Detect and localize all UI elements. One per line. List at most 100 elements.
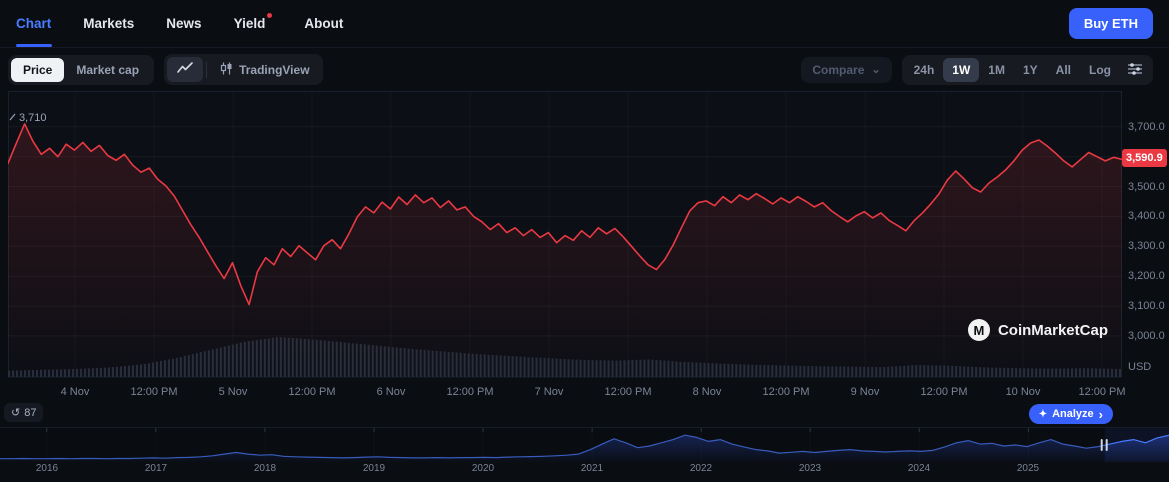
chevron-down-icon: ⌄	[871, 63, 881, 76]
tradingview-button[interactable]: TradingView	[210, 58, 319, 82]
price-chart-section: 3,710 M CoinMarketCap 3,700.03,600.03,50…	[0, 91, 1169, 403]
y-axis-tick-label: 3,200.0	[1128, 270, 1165, 282]
period-high-label: 3,710	[9, 112, 47, 124]
analyze-button[interactable]: ✦ Analyze ›	[1028, 404, 1113, 424]
navigator-year-label: 2021	[580, 463, 604, 474]
tab-about-label: About	[304, 16, 344, 31]
y-axis-tick-label: 3,100.0	[1128, 300, 1165, 312]
navigator-year-axis: 2016 2017 2018 2019 2020 2021 2022 2023 2024 2025	[0, 462, 1169, 478]
x-axis-tick-label: 4 Nov	[60, 386, 90, 398]
price-area-fill	[8, 123, 1122, 378]
history-icon: ↺	[11, 407, 21, 419]
y-axis-tick-label: 3,400.0	[1128, 210, 1165, 222]
price-toggle-button[interactable]: Price	[11, 57, 65, 82]
x-axis-tick-label: 6 Nov	[376, 386, 406, 398]
range-24h-button[interactable]: 24h	[905, 58, 944, 82]
x-axis-tick-label: 10 Nov	[1005, 386, 1041, 398]
coinmarketcap-watermark: M CoinMarketCap	[967, 319, 1108, 341]
tab-chart-label: Chart	[16, 16, 52, 31]
x-axis-tick-label: 12:00 PM	[288, 386, 336, 398]
y-axis-tick-label: 3,700.0	[1128, 121, 1165, 133]
active-tab-underline	[15, 44, 52, 47]
metric-toggle-group: Price Market cap	[8, 54, 155, 85]
price-chart-plot[interactable]: 3,710 M CoinMarketCap	[8, 91, 1122, 381]
y-axis-tick-label: 3,000.0	[1128, 330, 1165, 342]
x-axis-tick-label: 7 Nov	[534, 386, 564, 398]
x-axis-tick-label: 12:00 PM	[920, 386, 968, 398]
range-all-button[interactable]: All	[1047, 58, 1080, 82]
compare-button[interactable]: Compare ⌄	[801, 56, 892, 83]
history-count-badge[interactable]: ↺ 87	[4, 403, 44, 422]
price-line-series	[8, 123, 1122, 306]
x-axis-tick-label: 12:00 PM	[604, 386, 652, 398]
ai-sparkle-icon: ✦	[1038, 408, 1048, 420]
tradingview-label: TradingView	[239, 62, 310, 77]
analyze-label: Analyze	[1052, 408, 1094, 420]
high-tick-icon	[9, 112, 16, 124]
high-value-text: 3,710	[19, 112, 47, 124]
navigator-year-label: 2016	[35, 463, 59, 474]
navigator-year-label: 2017	[144, 463, 168, 474]
chart-type-toggle-group: TradingView	[164, 54, 323, 85]
chevron-right-icon: ›	[1098, 406, 1103, 422]
tab-news[interactable]: News	[166, 0, 201, 47]
navigator-dim-overlay	[0, 428, 1105, 462]
coin-nav-tabs: Chart Markets News Yield About	[15, 0, 343, 47]
time-range-group: 24h 1W 1M 1Y All Log	[901, 54, 1153, 85]
navigator-selected-window[interactable]	[1104, 428, 1169, 462]
range-1w-button[interactable]: 1W	[943, 57, 980, 82]
toolbar-divider	[206, 61, 208, 78]
navigator-canvas[interactable]	[0, 428, 1169, 462]
navigator-year-label: 2025	[1016, 463, 1040, 474]
navigator-year-label: 2024	[907, 463, 931, 474]
tab-yield-label: Yield	[233, 16, 266, 31]
navigator-year-label: 2023	[798, 463, 822, 474]
history-count-text: 87	[24, 406, 37, 419]
x-axis-tick-label: 12:00 PM	[130, 386, 178, 398]
navigator-year-label: 2019	[362, 463, 386, 474]
y-axis-tick-label: 3,500.0	[1128, 181, 1165, 193]
navigator-year-label: 2018	[253, 463, 277, 474]
x-axis: 4 Nov 12:00 PM 5 Nov 12:00 PM 6 Nov 12:00 PM 7…	[8, 381, 1126, 403]
usd-axis-label: USD	[1128, 361, 1152, 373]
x-axis-tick-label: 12:00 PM	[762, 386, 810, 398]
compare-label: Compare	[812, 62, 865, 77]
navigator-year-label: 2020	[471, 463, 495, 474]
sliders-icon	[1128, 63, 1142, 78]
buy-eth-button[interactable]: Buy ETH	[1068, 8, 1153, 39]
x-axis-tick-label: 12:00 PM	[446, 386, 494, 398]
range-log-button[interactable]: Log	[1080, 58, 1120, 82]
coinmarketcap-logo-icon: M	[967, 319, 990, 341]
chart-footer-row: ↺ 87 ✦ Analyze ›	[0, 403, 1169, 425]
tab-news-label: News	[166, 16, 202, 31]
navigator-year-label: 2022	[689, 463, 713, 474]
history-navigator[interactable]: 2016 2017 2018 2019 2020 2021 2022 2023 2024 2025	[0, 427, 1169, 478]
tab-markets-label: Markets	[83, 16, 135, 31]
chart-settings-button[interactable]	[1120, 59, 1150, 80]
navigator-line-series	[0, 434, 1169, 460]
x-axis-tick-label: 9 Nov	[850, 386, 880, 398]
line-chart-icon	[177, 62, 193, 77]
chart-toolbar: Price Market cap TradingView Compare ⌄ 2…	[0, 48, 1169, 91]
price-chart-canvas[interactable]	[8, 91, 1122, 381]
line-chart-type-button[interactable]	[167, 57, 204, 82]
page-header: Chart Markets News Yield About Buy ETH	[0, 0, 1169, 48]
tab-about[interactable]: About	[304, 0, 343, 47]
yield-new-dot-icon	[267, 13, 273, 18]
watermark-text: CoinMarketCap	[997, 321, 1108, 339]
tab-markets[interactable]: Markets	[83, 0, 134, 47]
x-axis-tick-label: 12:00 PM	[1078, 386, 1126, 398]
market-cap-toggle-button[interactable]: Market cap	[64, 58, 151, 82]
x-axis-tick-label: 8 Nov	[692, 386, 722, 398]
current-price-badge: 3,590.9	[1122, 149, 1167, 167]
range-1y-button[interactable]: 1Y	[1014, 58, 1047, 82]
navigator-area-fill	[0, 435, 1169, 462]
range-1m-button[interactable]: 1M	[979, 58, 1014, 82]
tab-yield[interactable]: Yield	[234, 0, 273, 47]
candlestick-icon	[220, 62, 233, 78]
x-axis-tick-label: 5 Nov	[218, 386, 248, 398]
navigator-handle[interactable]	[1100, 439, 1108, 451]
tab-chart[interactable]: Chart	[15, 0, 52, 47]
y-axis-tick-label: 3,300.0	[1128, 240, 1165, 252]
y-axis: 3,700.03,600.03,500.03,400.03,300.03,200…	[1122, 91, 1169, 381]
